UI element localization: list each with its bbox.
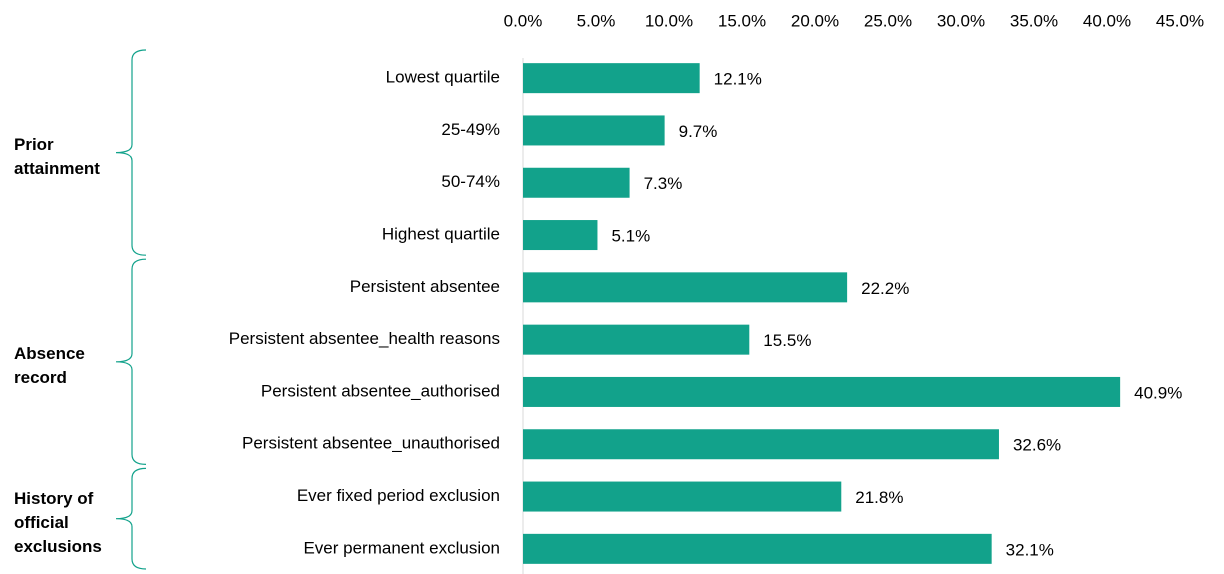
value-label: 32.1%	[1006, 540, 1054, 559]
value-label: 7.3%	[644, 174, 683, 193]
value-label: 22.2%	[861, 279, 909, 298]
bar	[523, 63, 700, 94]
x-tick-label: 30.0%	[937, 11, 985, 30]
bar	[523, 533, 992, 564]
group-label: History of official exclusions	[14, 488, 102, 556]
bar	[523, 272, 848, 303]
x-tick-label: 10.0%	[645, 11, 693, 30]
category-label: Lowest quartile	[386, 68, 500, 87]
x-tick-label: 20.0%	[791, 11, 839, 30]
group-label: Prior attainment	[14, 134, 100, 178]
value-label: 21.8%	[855, 488, 903, 507]
x-tick-label: 40.0%	[1083, 11, 1131, 30]
value-label: 9.7%	[679, 122, 718, 141]
x-tick-label: 5.0%	[577, 11, 616, 30]
category-label: Ever permanent exclusion	[303, 538, 500, 557]
x-tick-label: 0.0%	[504, 11, 543, 30]
bar	[523, 324, 750, 355]
bar	[523, 481, 842, 512]
bar	[523, 429, 999, 460]
bar	[523, 167, 630, 198]
group-bracket	[115, 258, 147, 465]
x-tick-label: 15.0%	[718, 11, 766, 30]
x-tick-label: 25.0%	[864, 11, 912, 30]
category-label: 50-74%	[441, 172, 500, 191]
category-label: Highest quartile	[382, 225, 500, 244]
value-label: 40.9%	[1134, 383, 1182, 402]
category-label: Ever fixed period exclusion	[297, 486, 500, 505]
x-tick-label: 35.0%	[1010, 11, 1058, 30]
bar	[523, 220, 598, 251]
value-label: 32.6%	[1013, 436, 1061, 455]
group-bracket	[115, 467, 147, 570]
group-label: Absence record	[14, 343, 85, 387]
category-label: Persistent absentee_unauthorised	[242, 434, 500, 453]
x-tick-label: 45.0%	[1156, 11, 1204, 30]
value-label: 15.5%	[763, 331, 811, 350]
category-label: Persistent absentee_health reasons	[229, 329, 500, 348]
group-bracket	[115, 49, 147, 256]
value-label: 5.1%	[611, 227, 650, 246]
value-label: 12.1%	[714, 70, 762, 89]
category-label: Persistent absentee_authorised	[261, 381, 500, 400]
category-label: 25-49%	[441, 120, 500, 139]
category-label: Persistent absentee	[350, 277, 500, 296]
bar	[523, 115, 665, 146]
bar	[523, 376, 1121, 407]
